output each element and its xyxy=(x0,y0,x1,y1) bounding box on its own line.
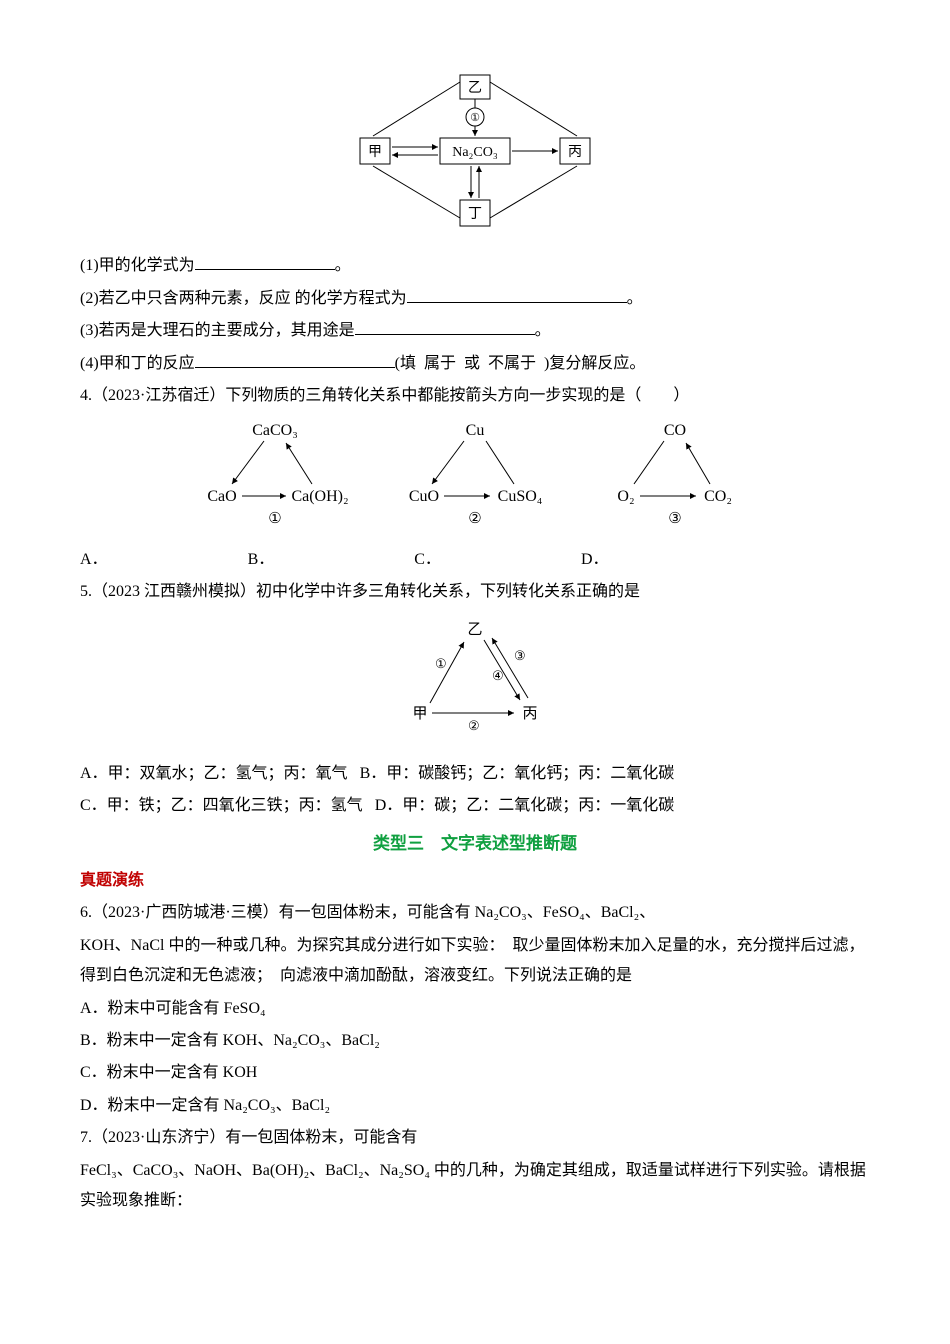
q6-choice-b: B．甲：碳酸钙；乙：氧化钙；丙：二氧化碳 xyxy=(360,765,675,782)
d3-bl: 甲 xyxy=(412,706,427,722)
d3-num3: ③ xyxy=(514,648,526,663)
question-5-stem: 4.（2023·江苏宿迁）下列物质的三角转化关系中都能按箭头方向一步实现的是（ … xyxy=(80,381,870,411)
tri1-br: Ca(OH)₂ xyxy=(291,488,348,505)
triangle-1: CaCO₃ CaO Ca(OH)₂ ① xyxy=(190,419,360,540)
d3-br: 丙 xyxy=(522,706,537,722)
diagram-na2co3: 乙 Na₂CO₃ 甲 丙 丁 ① xyxy=(80,70,870,241)
q7-choice-d: D．粉末中一定含有 Na₂CO₃、BaCl₂ xyxy=(80,1091,870,1121)
choice-d: D． xyxy=(581,545,609,575)
q6-choice-d: D．甲：碳；乙：二氧化碳；丙：一氧化碳 xyxy=(375,797,675,814)
tri2-bl: CuO xyxy=(409,488,439,505)
q6-choices-row2: C．甲：铁；乙：四氧化三铁；丙：氢气 D．甲：碳；乙：二氧化碳；丙：一氧化碳 xyxy=(80,791,870,821)
q7-line2: KOH、NaCl 中的一种或几种。为探究其成分进行如下实验： 取少量固体粉末加入… xyxy=(80,931,870,992)
choice-row-q5: A． B． C． D． xyxy=(80,545,870,575)
q1-blank xyxy=(195,253,335,270)
section-3-title: 类型三 文字表述型推断题 xyxy=(80,828,870,860)
node-top-label: 乙 xyxy=(468,80,482,96)
tri3-num: ③ xyxy=(668,511,681,527)
question-6-stem: 5.（2023 江西赣州模拟）初中化学中许多三角转化关系，下列转化关系正确的是 xyxy=(80,577,870,607)
circled-1: ① xyxy=(470,112,480,124)
question-4: (4)甲和丁的反应 (填 属于 或 不属于 )复分解反应。 xyxy=(80,349,870,379)
q1-text-b: 。 xyxy=(335,257,351,274)
q6-choice-a: A．甲：双氧水；乙：氢气；丙：氧气 xyxy=(80,765,348,782)
q8-line1: 7.（2023·山东济宁）有一包固体粉末，可能含有 xyxy=(80,1123,870,1153)
choice-b: B． xyxy=(248,545,275,575)
tri2-num: ② xyxy=(468,511,481,527)
node-right-label: 丙 xyxy=(568,145,582,160)
triangle-2: Cu CuO CuSO₄ ② xyxy=(390,419,560,540)
node-center-label: Na₂CO₃ xyxy=(452,145,498,160)
triangle-3: CO O₂ CO₂ ③ xyxy=(590,419,760,540)
question-2: (2)若乙中只含两种元素，反应 的化学方程式为 。 xyxy=(80,284,870,314)
d3-num2: ② xyxy=(468,718,480,733)
tri1-num: ① xyxy=(268,511,281,527)
q7-choice-a: A．粉末中可能含有 FeSO₄ xyxy=(80,994,870,1024)
q7-choice-b: B．粉末中一定含有 KOH、Na₂CO₃、BaCl₂ xyxy=(80,1026,870,1056)
choice-a: A． xyxy=(80,545,108,575)
diagram-triangle-q6: 乙 甲 丙 ① ② ③ ④ xyxy=(80,618,870,749)
q4-text-a: (4)甲和丁的反应 xyxy=(80,355,195,372)
node-left-label: 甲 xyxy=(368,145,382,160)
q4-text-b: (填 属于 或 不属于 )复分解反应。 xyxy=(395,355,646,372)
tri3-top: CO xyxy=(664,422,686,439)
tri3-br: CO₂ xyxy=(704,488,732,505)
q6-choices-row1: A．甲：双氧水；乙：氢气；丙：氧气 B．甲：碳酸钙；乙：氧化钙；丙：二氧化碳 xyxy=(80,759,870,789)
zhenti-label: 真题演练 xyxy=(80,866,870,896)
q7-choice-c: C．粉末中一定含有 KOH xyxy=(80,1058,870,1088)
q6-choice-c: C．甲：铁；乙：四氧化三铁；丙：氢气 xyxy=(80,797,363,814)
node-bottom-label: 丁 xyxy=(468,207,482,222)
choice-c: C． xyxy=(414,545,441,575)
d3-num4: ④ xyxy=(492,668,504,683)
triangles-row: CaCO₃ CaO Ca(OH)₂ ① Cu CuO CuSO₄ ② CO O₂… xyxy=(80,419,870,540)
q8-line2: FeCl₃、CaCO₃、NaOH、Ba(OH)₂、BaCl₂、Na₂SO₄ 中的… xyxy=(80,1156,870,1217)
tri2-top: Cu xyxy=(466,422,485,439)
q2-text-b: 。 xyxy=(627,290,643,307)
q2-blank xyxy=(407,286,627,303)
q7-choices: A．粉末中可能含有 FeSO₄ B．粉末中一定含有 KOH、Na₂CO₃、BaC… xyxy=(80,994,870,1122)
q7-line1: 6.（2023·广西防城港·三模）有一包固体粉末，可能含有 Na₂CO₃、FeS… xyxy=(80,898,870,928)
q3-text-a: (3)若丙是大理石的主要成分，其用途是 xyxy=(80,322,355,339)
tri1-top: CaCO₃ xyxy=(252,422,298,439)
question-3: (3)若丙是大理石的主要成分，其用途是 。 xyxy=(80,316,870,346)
d3-num1: ① xyxy=(435,656,447,671)
question-1: (1)甲的化学式为 。 xyxy=(80,251,870,281)
q4-blank xyxy=(195,351,395,368)
tri2-br: CuSO₄ xyxy=(498,488,543,505)
q3-blank xyxy=(355,318,535,335)
q2-text-a: (2)若乙中只含两种元素，反应 的化学方程式为 xyxy=(80,290,407,307)
tri3-bl: O₂ xyxy=(617,488,634,505)
q1-text-a: (1)甲的化学式为 xyxy=(80,257,195,274)
d3-top: 乙 xyxy=(467,622,482,638)
tri1-bl: CaO xyxy=(207,488,236,505)
q3-text-b: 。 xyxy=(535,322,551,339)
